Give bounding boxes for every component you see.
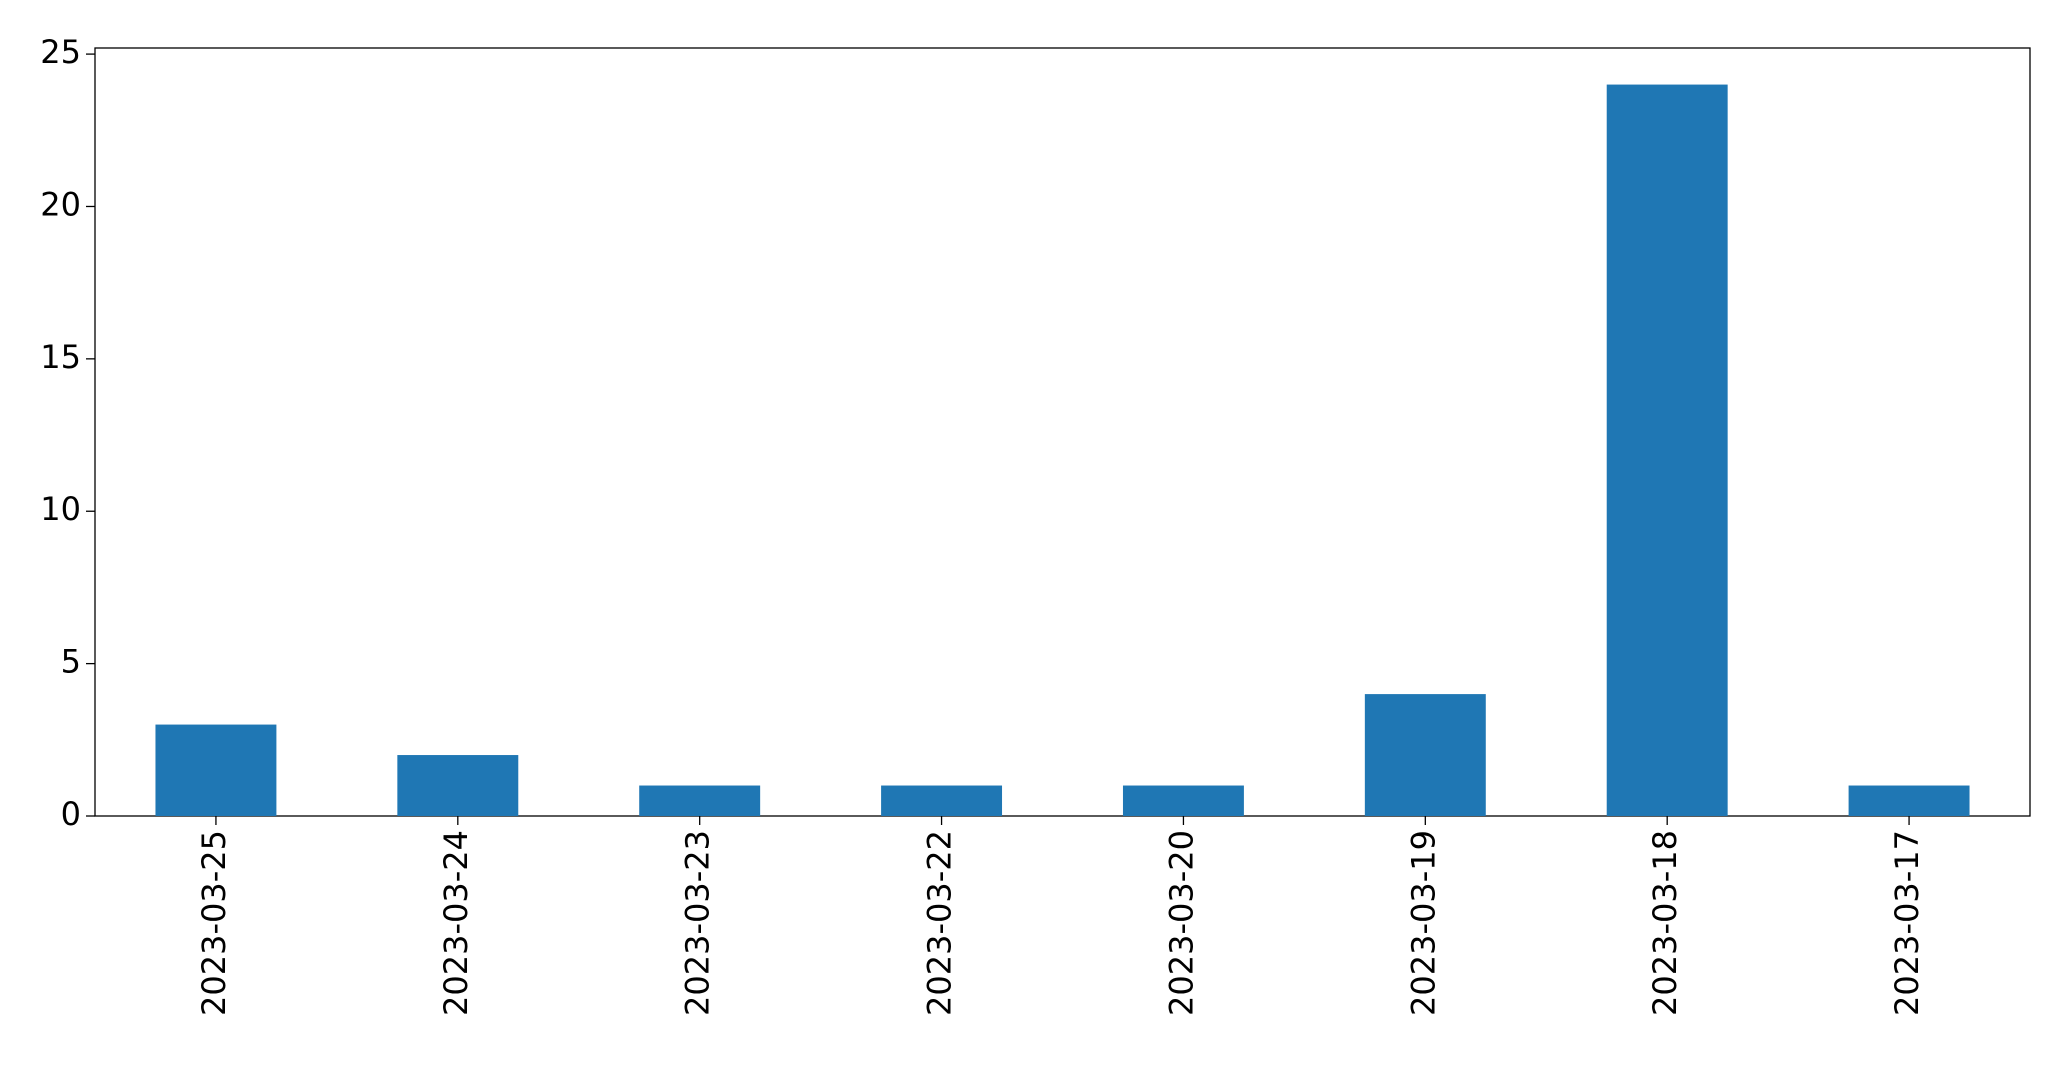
y-tick-label: 0 — [61, 795, 81, 833]
y-tick-label: 10 — [40, 490, 81, 528]
x-tick-label: 2023-03-22 — [921, 830, 959, 1016]
y-tick-label: 20 — [40, 185, 81, 223]
bar — [1848, 785, 1970, 816]
y-tick-label: 25 — [40, 33, 81, 71]
axes-frame — [94, 47, 2031, 817]
bar — [155, 724, 277, 816]
x-tick-label: 2023-03-20 — [1162, 830, 1200, 1016]
y-tick-label: 5 — [61, 643, 81, 681]
bar — [1364, 694, 1486, 816]
y-tick-label: 15 — [40, 338, 81, 376]
bar — [639, 785, 761, 816]
x-tick-label: 2023-03-18 — [1646, 830, 1684, 1016]
x-tick-label: 2023-03-24 — [437, 830, 475, 1016]
bar — [1606, 84, 1728, 817]
x-tick-label: 2023-03-19 — [1404, 830, 1442, 1016]
x-tick-label: 2023-03-23 — [679, 830, 717, 1016]
bar — [881, 785, 1003, 816]
x-tick-label: 2023-03-25 — [195, 830, 233, 1016]
bar — [397, 755, 519, 816]
x-tick-label: 2023-03-17 — [1888, 830, 1926, 1016]
bar — [1122, 785, 1244, 816]
